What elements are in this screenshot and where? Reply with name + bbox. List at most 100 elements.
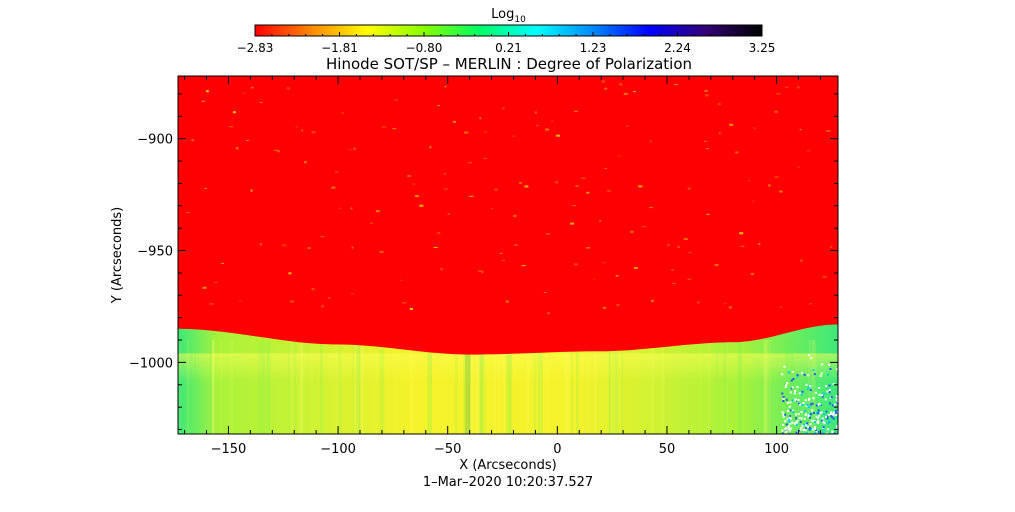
- polarization-feature: [570, 222, 575, 225]
- saturated-pixel: [781, 373, 784, 376]
- polarization-feature: [433, 247, 438, 249]
- polarization-feature: [277, 150, 281, 153]
- saturated-pixel: [784, 427, 787, 430]
- saturated-pixel: [813, 421, 816, 424]
- polarization-feature: [751, 200, 754, 202]
- polarization-feature: [290, 300, 295, 303]
- off-limb-streak: [228, 340, 234, 434]
- polarization-feature: [327, 297, 331, 299]
- polarization-feature: [735, 151, 739, 154]
- polarization-feature: [551, 120, 554, 122]
- off-limb-streak: [575, 340, 579, 434]
- polarization-feature: [402, 302, 407, 304]
- y-axis-ticks: −900 −950 −1000: [129, 93, 838, 431]
- saturated-pixel: [789, 417, 792, 420]
- saturated-pixel: [815, 415, 818, 418]
- saturated-pixel: [784, 431, 787, 434]
- polarization-feature: [239, 300, 242, 302]
- colorbar-ticks: −2.83 −1.81 −0.80 0.21 1.23 2.24 3.25: [237, 32, 775, 55]
- polarization-feature: [303, 161, 307, 164]
- saturated-pixel: [784, 413, 787, 416]
- off-limb-streak: [506, 340, 511, 434]
- polarization-feature: [740, 245, 745, 247]
- saturated-pixel: [787, 426, 790, 429]
- polarization-feature: [437, 105, 440, 107]
- saturated-pixel: [827, 413, 830, 416]
- saturated-pixel: [805, 405, 808, 408]
- saturated-pixel: [828, 384, 831, 387]
- polarization-feature: [586, 191, 590, 194]
- polarization-feature: [630, 230, 634, 233]
- saturated-pixel: [795, 423, 798, 426]
- off-limb-streak: [509, 340, 513, 434]
- off-limb-streak: [545, 340, 549, 434]
- polarization-feature: [444, 86, 447, 88]
- saturated-pixel: [804, 427, 807, 430]
- saturated-pixel: [801, 390, 804, 393]
- saturated-pixel: [788, 416, 791, 419]
- saturated-pixel: [781, 429, 784, 432]
- saturated-pixel: [785, 384, 788, 387]
- polarization-feature: [201, 100, 205, 102]
- saturated-pixel: [822, 420, 825, 423]
- polarization-feature: [830, 246, 833, 248]
- polarization-feature: [494, 188, 498, 191]
- polarization-feature: [250, 189, 253, 192]
- polarization-feature: [483, 157, 488, 159]
- off-limb-streak: [565, 340, 569, 434]
- polarization-feature: [335, 171, 339, 173]
- off-limb-streak: [537, 340, 543, 434]
- off-limb-streak: [479, 340, 483, 434]
- saturated-pixel: [818, 403, 821, 406]
- saturated-pixel: [800, 393, 803, 396]
- polarization-feature: [513, 214, 517, 217]
- off-limb-streak: [356, 340, 361, 434]
- polarization-feature: [484, 131, 488, 133]
- saturated-pixel: [787, 427, 790, 430]
- saturated-pixel: [836, 426, 838, 429]
- saturated-pixel: [833, 403, 836, 406]
- off-limb-streak: [186, 340, 189, 434]
- saturated-pixel: [811, 419, 814, 422]
- saturated-pixel: [785, 398, 788, 401]
- saturated-pixel: [824, 415, 827, 418]
- polarization-feature: [381, 126, 386, 128]
- off-limb-streak: [564, 340, 568, 434]
- saturated-pixel: [808, 416, 811, 419]
- off-limb-streak: [379, 340, 385, 434]
- off-limb-streak: [651, 340, 655, 434]
- saturated-pixel: [821, 417, 824, 420]
- polarization-feature: [615, 275, 619, 277]
- off-limb-streak: [288, 340, 290, 434]
- off-limb-streak: [608, 340, 612, 434]
- saturated-pixel: [797, 398, 800, 401]
- saturated-pixel: [822, 426, 825, 429]
- polarization-feature: [575, 185, 579, 187]
- saturated-pixel: [826, 432, 829, 434]
- saturated-pixel: [808, 406, 811, 409]
- polarization-feature: [514, 244, 518, 247]
- saturated-pixel: [792, 378, 795, 381]
- saturated-pixel: [819, 375, 822, 378]
- saturated-pixel: [781, 392, 784, 395]
- saturated-pixel: [813, 373, 816, 376]
- polarization-feature: [214, 281, 218, 283]
- saturated-pixel: [814, 432, 817, 434]
- polarization-feature: [282, 244, 287, 246]
- off-limb-streak: [764, 340, 767, 434]
- polarization-feature: [273, 149, 278, 151]
- plot-frame: [177, 75, 839, 435]
- polarization-feature: [672, 283, 676, 285]
- off-limb-streak: [480, 340, 486, 434]
- polarization-feature: [259, 243, 262, 246]
- saturated-pixel: [816, 421, 819, 424]
- off-limb-streak: [410, 340, 413, 434]
- polarization-feature: [729, 123, 734, 126]
- polarization-feature: [602, 306, 606, 309]
- polarization-feature: [704, 89, 708, 92]
- saturated-pixel: [808, 354, 811, 357]
- polarization-feature: [518, 182, 522, 184]
- off-limb-streak: [567, 340, 570, 434]
- saturated-pixel: [817, 409, 820, 412]
- polarization-feature: [642, 226, 647, 228]
